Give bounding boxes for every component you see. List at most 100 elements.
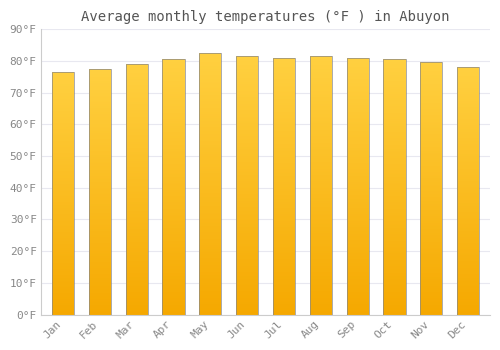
Bar (273, 286, 295, 288)
Bar (384, 91, 406, 92)
Bar (457, 182, 479, 183)
Bar (420, 138, 442, 139)
Bar (162, 265, 184, 266)
Bar (384, 165, 406, 167)
Bar (273, 217, 295, 218)
Bar (346, 204, 368, 205)
Bar (126, 169, 148, 170)
Bar (384, 184, 406, 186)
Bar (162, 145, 184, 146)
Bar (236, 187, 258, 188)
Bar (200, 146, 222, 147)
Bar (384, 118, 406, 119)
Bar (457, 298, 479, 299)
Bar (310, 251, 332, 253)
Bar (200, 54, 222, 56)
Bar (420, 230, 442, 231)
Bar (89, 92, 111, 93)
Bar (200, 189, 222, 190)
Bar (384, 181, 406, 182)
Bar (420, 128, 442, 129)
Bar (200, 139, 222, 141)
Bar (310, 277, 332, 279)
Bar (273, 164, 295, 166)
Bar (52, 82, 74, 83)
Bar (52, 292, 74, 293)
Bar (200, 274, 222, 275)
Bar (273, 109, 295, 110)
Bar (384, 289, 406, 290)
Bar (126, 251, 148, 252)
Bar (457, 119, 479, 120)
Bar (310, 93, 332, 95)
Bar (273, 158, 295, 159)
Bar (457, 109, 479, 111)
Bar (420, 296, 442, 297)
Bar (126, 124, 148, 125)
Bar (52, 248, 74, 249)
Bar (126, 254, 148, 256)
Bar (457, 129, 479, 130)
Bar (457, 232, 479, 233)
Bar (273, 100, 295, 102)
Bar (52, 208, 74, 209)
Bar (236, 100, 258, 101)
Bar (126, 238, 148, 239)
Bar (162, 308, 184, 310)
Bar (420, 249, 442, 250)
Bar (200, 114, 222, 116)
Bar (384, 246, 406, 247)
Bar (236, 192, 258, 193)
Bar (310, 122, 332, 123)
Bar (310, 112, 332, 113)
Bar (52, 205, 74, 206)
Bar (162, 90, 184, 91)
Bar (200, 166, 222, 167)
Bar (126, 211, 148, 212)
Bar (457, 151, 479, 153)
Bar (162, 289, 184, 290)
Bar (310, 110, 332, 112)
Bar (126, 219, 148, 221)
Bar (384, 105, 406, 106)
Bar (200, 66, 222, 67)
Bar (52, 204, 74, 205)
Bar (200, 256, 222, 257)
Bar (346, 188, 368, 189)
Bar (457, 227, 479, 228)
Bar (273, 64, 295, 65)
Bar (384, 192, 406, 193)
Bar (310, 113, 332, 114)
Bar (384, 144, 406, 145)
Bar (420, 307, 442, 308)
Bar (162, 299, 184, 301)
Bar (200, 262, 222, 264)
Bar (457, 301, 479, 302)
Bar (200, 180, 222, 181)
Bar (273, 110, 295, 112)
Bar (52, 153, 74, 154)
Bar (89, 181, 111, 182)
Bar (457, 140, 479, 141)
Bar (346, 133, 368, 135)
Bar (89, 301, 111, 302)
Bar (273, 86, 295, 87)
Bar (162, 94, 184, 95)
Bar (346, 261, 368, 262)
Bar (420, 253, 442, 254)
Bar (126, 308, 148, 310)
Bar (420, 272, 442, 273)
Bar (52, 162, 74, 163)
Bar (346, 232, 368, 234)
Bar (89, 138, 111, 139)
Bar (89, 80, 111, 81)
Bar (273, 121, 295, 122)
Bar (236, 77, 258, 78)
Bar (126, 104, 148, 105)
Bar (52, 116, 74, 117)
Bar (273, 306, 295, 307)
Bar (162, 118, 184, 119)
Bar (384, 244, 406, 246)
Bar (236, 289, 258, 290)
Bar (346, 146, 368, 148)
